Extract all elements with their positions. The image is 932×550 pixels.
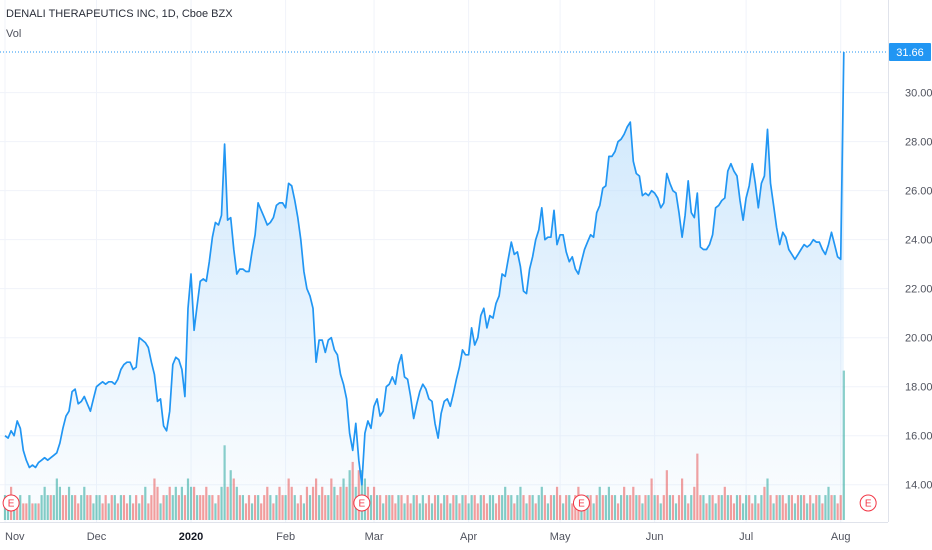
price-axis-bg bbox=[888, 0, 932, 550]
last-price-text: 31.66 bbox=[896, 47, 924, 59]
earnings-marker bbox=[859, 494, 877, 512]
price-area-fill bbox=[5, 52, 844, 522]
x-tick-label: Nov bbox=[5, 531, 25, 543]
x-tick-label: Mar bbox=[365, 531, 384, 543]
y-tick-label: 26.00 bbox=[905, 186, 932, 198]
earnings-label: E bbox=[359, 499, 366, 510]
x-tick-label: Apr bbox=[460, 531, 477, 543]
price-area bbox=[4, 51, 845, 522]
x-tick-label: Jul bbox=[739, 531, 753, 543]
y-tick-label: 28.00 bbox=[905, 137, 932, 149]
x-tick-label: Dec bbox=[87, 531, 107, 543]
chart-title: DENALI THERAPEUTICS INC, 1D, Cboe BZX bbox=[6, 8, 233, 20]
earnings-marker bbox=[353, 494, 371, 512]
last-price-badge bbox=[889, 43, 931, 61]
earnings-label: E bbox=[865, 499, 872, 510]
time-axis-bg bbox=[0, 522, 932, 550]
x-tick-label: May bbox=[550, 531, 571, 543]
x-tick-label: 2020 bbox=[179, 531, 203, 543]
earnings-label: E bbox=[8, 499, 15, 510]
y-tick-label: 22.00 bbox=[905, 284, 932, 296]
y-tick-label: 16.00 bbox=[905, 431, 932, 443]
x-tick-label: Aug bbox=[831, 531, 851, 543]
earnings-label: E bbox=[578, 499, 585, 510]
y-tick-label: 20.00 bbox=[905, 333, 932, 345]
y-tick-label: 14.00 bbox=[905, 480, 932, 492]
y-tick-label: 18.00 bbox=[905, 382, 932, 394]
volume-label: Vol bbox=[6, 28, 22, 40]
y-tick-label: 24.00 bbox=[905, 235, 932, 247]
y-tick-label: 30.00 bbox=[905, 88, 932, 100]
last-price-label: 31.66 bbox=[0, 43, 931, 61]
x-tick-label: Jun bbox=[646, 531, 664, 543]
earnings-marker bbox=[572, 494, 590, 512]
price-line bbox=[4, 51, 845, 486]
earnings-marker bbox=[2, 494, 20, 512]
x-tick-label: Feb bbox=[276, 531, 295, 543]
